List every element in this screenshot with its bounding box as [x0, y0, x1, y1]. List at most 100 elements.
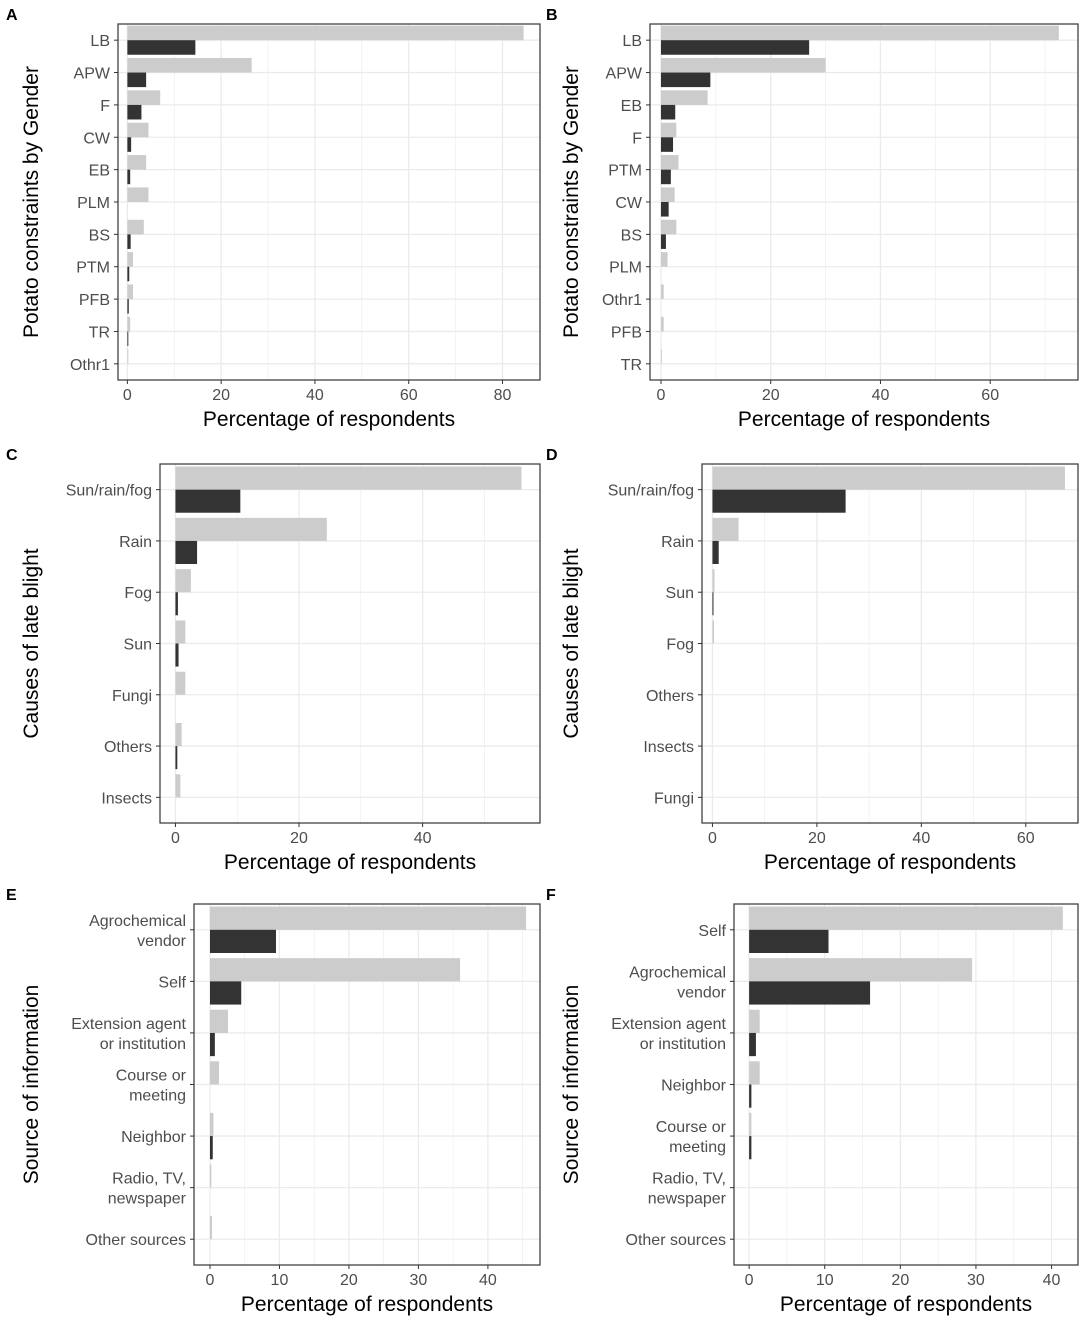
x-tick-label: 10: [816, 1272, 834, 1289]
bar-dark: [127, 234, 131, 249]
bar-dark: [209, 1136, 213, 1160]
x-tick-label: 40: [912, 830, 930, 847]
bar-dark: [660, 137, 674, 152]
panel-b: B LB APW EB F PTM CW BS PLM Othr1 PFB TR 0 20 40 60 Perc…: [546, 7, 1079, 431]
bar-light: [749, 1009, 760, 1033]
y-tick-label: BS: [89, 227, 110, 244]
bar-dark: [127, 299, 129, 314]
y-axis-title: Source of information: [20, 985, 43, 1185]
bar-light: [127, 155, 147, 170]
y-tick-label: Othr1: [602, 292, 642, 309]
x-tick-label: 40: [306, 387, 324, 404]
y-axis-title: Potato constraints by Gender: [20, 66, 43, 338]
bar-light: [749, 1112, 752, 1137]
bar-light: [127, 187, 149, 202]
bar-dark: [209, 1032, 215, 1057]
y-tick-label: Self: [698, 923, 726, 940]
y-tick-label: Course or: [656, 1119, 727, 1136]
y-tick-label: Sun: [124, 637, 152, 654]
y-tick-label: PFB: [79, 292, 110, 309]
y-tick-label: CW: [615, 195, 643, 212]
bar-light: [660, 284, 664, 300]
x-axis-title: Percentage of respondents: [764, 851, 1016, 874]
y-tick-label: meeting: [129, 1088, 186, 1105]
bar-light: [660, 155, 679, 170]
bar-light: [660, 187, 675, 202]
panel-e: E Agrochemical vendor Self Extension agent or…: [6, 887, 541, 1316]
y-axis-title: Source of information: [560, 985, 583, 1185]
y-tick-label: Fungi: [654, 790, 694, 807]
bar-light: [712, 620, 715, 644]
bar-dark: [127, 72, 147, 88]
y-tick-label: PLM: [77, 195, 110, 212]
panel-d: D Sun/rain/fog Rain Sun Fog Others Insects Fung…: [546, 447, 1079, 874]
panel-letter: C: [6, 447, 18, 464]
bar-light: [175, 466, 522, 490]
y-tick-label: Neighbor: [661, 1078, 727, 1095]
bar-light: [127, 25, 524, 41]
panel-letter: A: [6, 7, 18, 24]
x-tick-label: 10: [271, 1272, 289, 1289]
y-tick-label: Other sources: [86, 1232, 186, 1249]
x-tick-label: 20: [340, 1272, 358, 1289]
x-tick-label: 20: [290, 830, 308, 847]
bar-light: [175, 517, 327, 541]
bar-light: [209, 1061, 220, 1085]
bar-light: [660, 25, 1059, 41]
y-tick-label: vendor: [677, 984, 727, 1001]
bar-dark: [749, 981, 871, 1005]
panel-letter: F: [546, 887, 556, 904]
y-axis-title: Potato constraints by Gender: [560, 66, 583, 338]
x-tick-label: 30: [967, 1272, 985, 1289]
y-tick-label: TR: [621, 357, 642, 374]
bar-light: [209, 1009, 229, 1033]
y-tick-label: Other sources: [626, 1232, 726, 1249]
bar-light: [660, 316, 664, 332]
bar-light: [749, 1061, 760, 1085]
bar-dark: [127, 104, 142, 120]
y-tick-label: Rain: [661, 534, 694, 551]
y-tick-label: LB: [622, 33, 642, 50]
x-tick-label: 0: [206, 1272, 215, 1289]
x-tick-label: 0: [657, 387, 666, 404]
bar-light: [209, 1164, 212, 1188]
bar-light: [127, 284, 134, 300]
y-tick-label: Extension agent: [611, 1016, 726, 1033]
y-tick-label: Agrochemical: [89, 913, 186, 930]
bar-light: [209, 1112, 214, 1137]
panel-letter: D: [546, 447, 558, 464]
bar-dark: [660, 234, 666, 249]
bar-light: [175, 671, 186, 695]
x-tick-label: 30: [410, 1272, 428, 1289]
bar-dark: [209, 929, 276, 953]
bar-dark: [749, 929, 829, 953]
bar-light: [175, 569, 191, 593]
y-tick-label: F: [100, 98, 110, 115]
bar-dark: [127, 40, 196, 55]
panel-f: F Self Agrochemical vendor Extension agent or…: [546, 887, 1079, 1316]
y-tick-label: newspaper: [108, 1191, 187, 1208]
bar-light: [127, 219, 144, 235]
bar-dark: [127, 169, 131, 185]
bar-light: [127, 316, 131, 332]
panel-letter: E: [6, 887, 17, 904]
x-tick-label: 0: [123, 387, 132, 404]
y-tick-label: Others: [646, 688, 694, 705]
y-tick-label: Extension agent: [71, 1016, 186, 1033]
y-tick-label: or institution: [100, 1036, 186, 1053]
y-tick-label: Course or: [116, 1068, 187, 1085]
bar-dark: [209, 981, 242, 1005]
bar-light: [209, 906, 527, 930]
y-tick-label: Sun/rain/fog: [66, 483, 152, 500]
bar-dark: [127, 266, 130, 282]
y-tick-label: Others: [104, 739, 152, 756]
y-tick-label: Fog: [124, 585, 152, 602]
y-tick-label: PTM: [608, 163, 642, 180]
x-axis-title: Percentage of respondents: [780, 1293, 1032, 1316]
bar-dark: [749, 1084, 752, 1108]
bar-light: [712, 517, 739, 541]
x-tick-label: 20: [762, 387, 780, 404]
y-tick-label: TR: [89, 324, 110, 341]
bar-light: [660, 90, 708, 105]
